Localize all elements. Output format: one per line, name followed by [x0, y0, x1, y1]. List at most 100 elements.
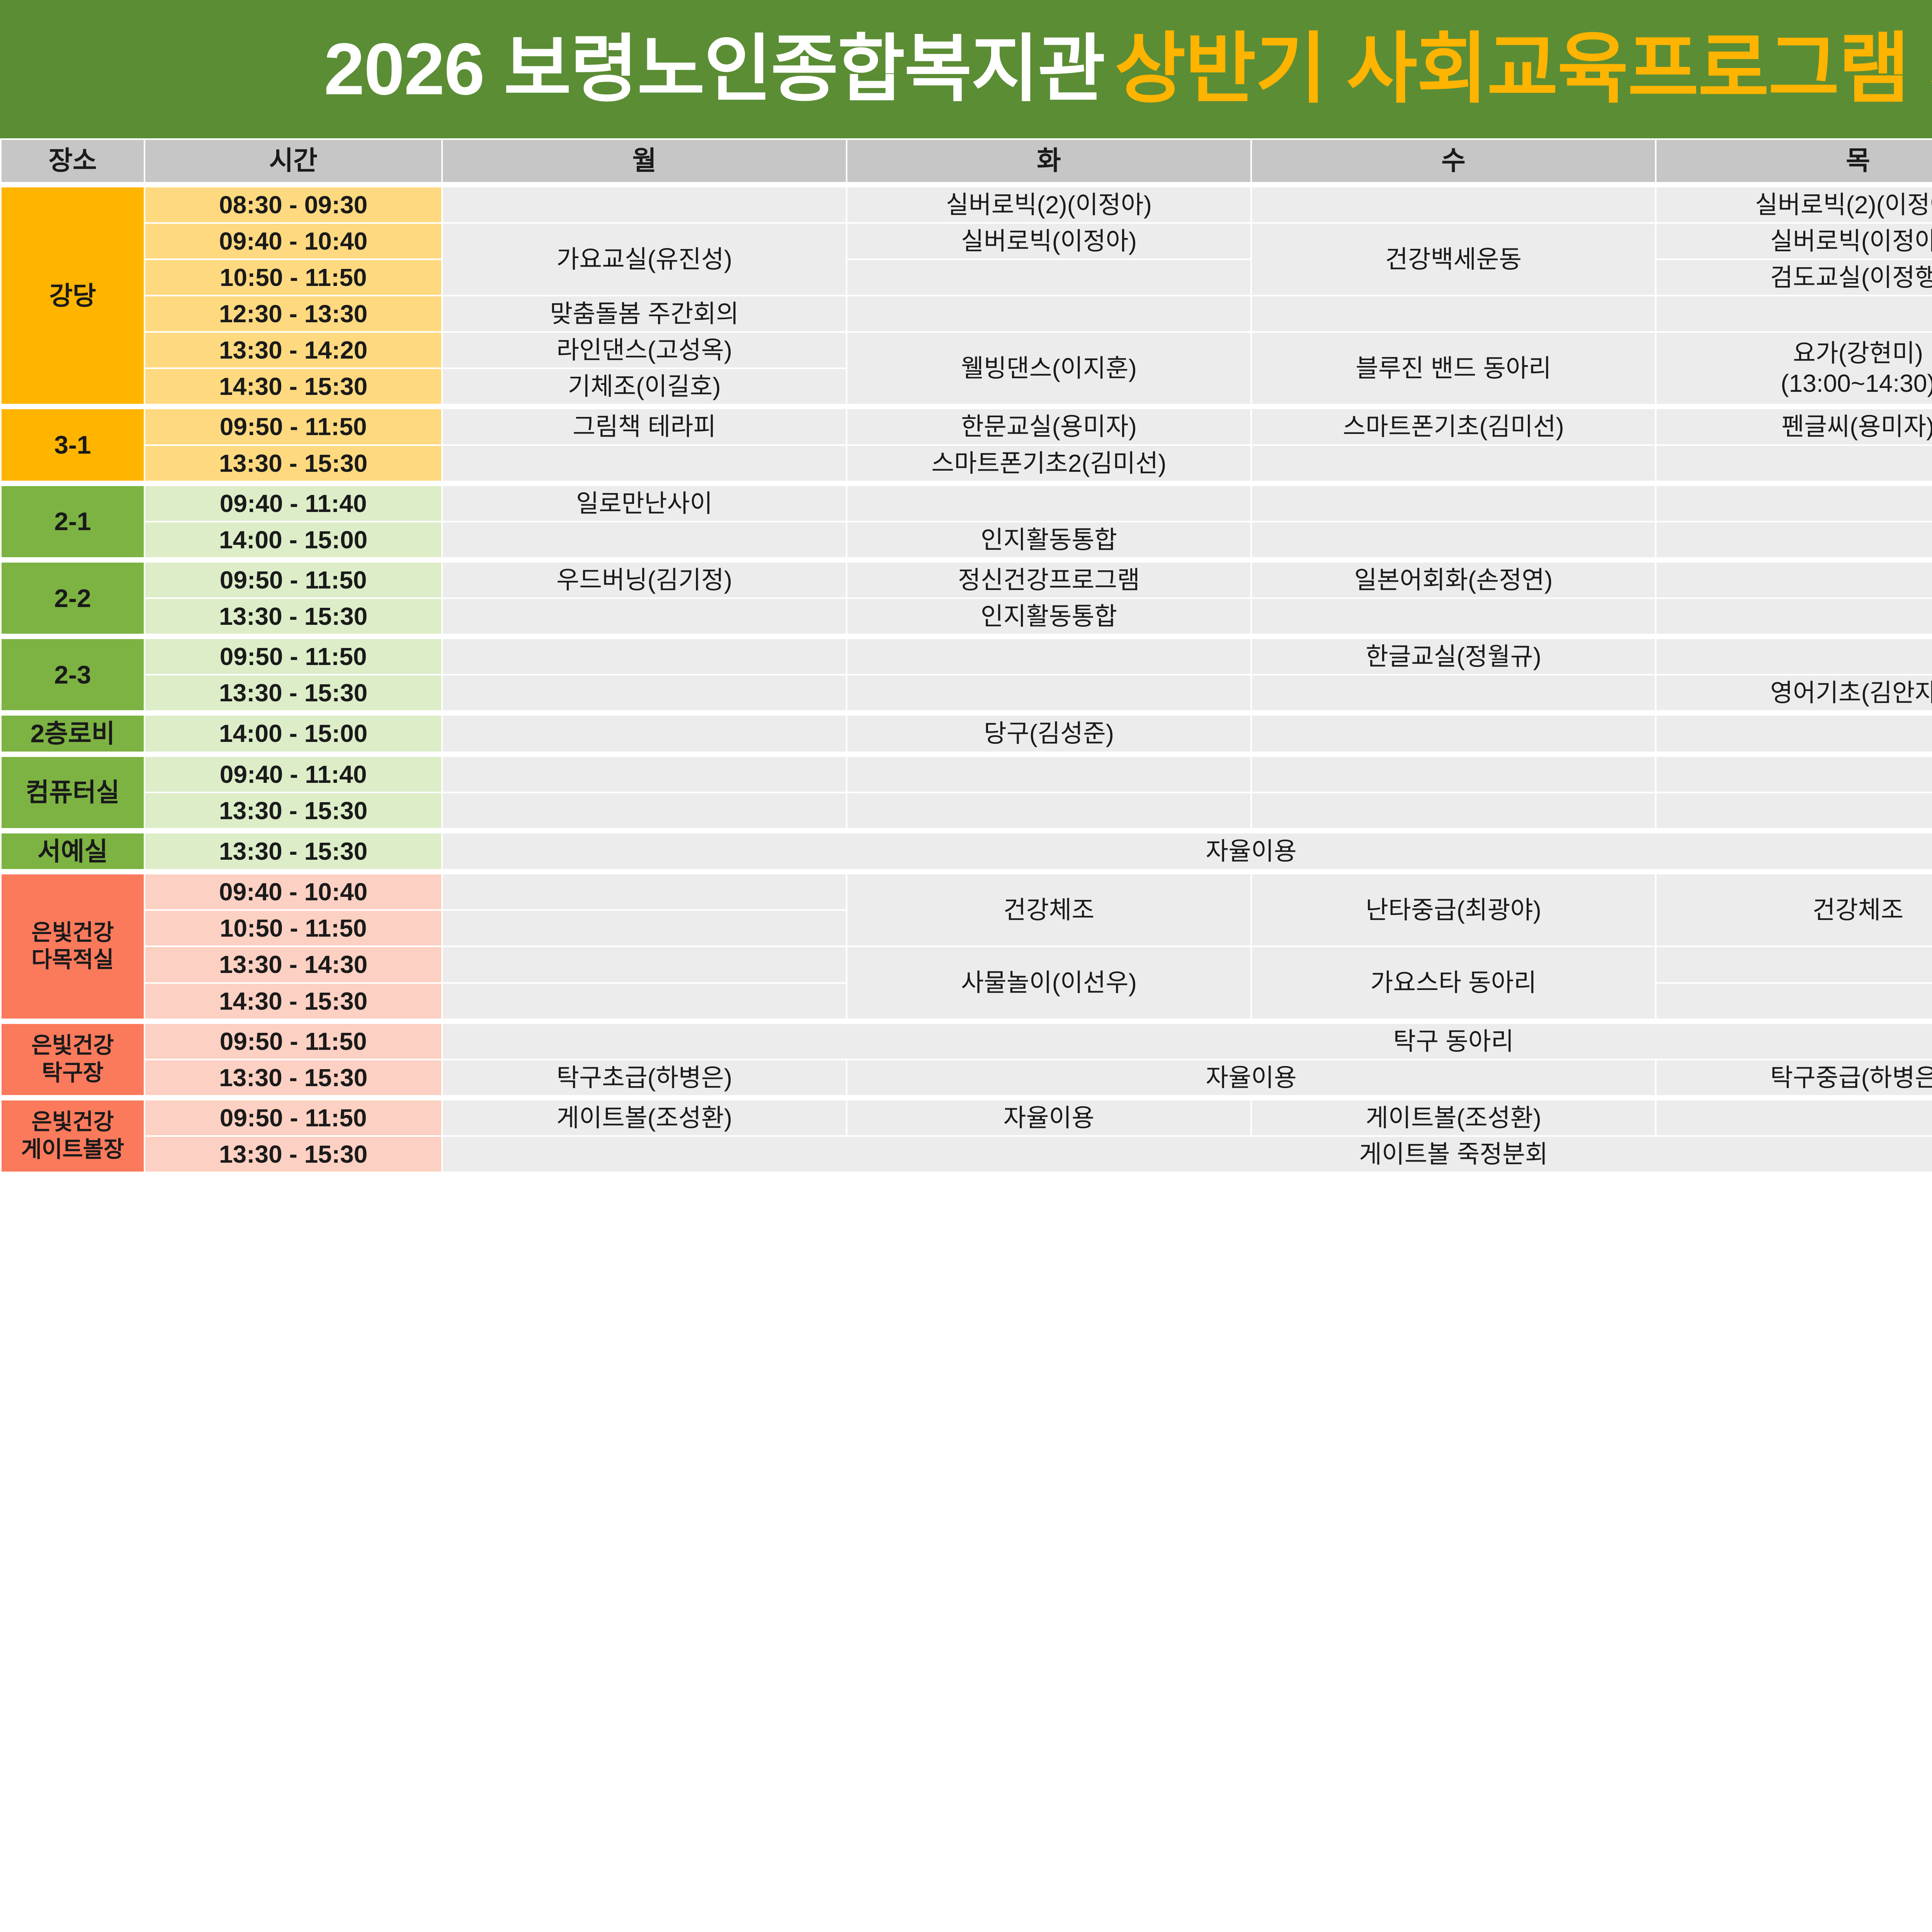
- program-cell: 자율이용: [846, 1058, 1656, 1099]
- table-row: 은빛건강 탁구장 09:50 - 11:50 탁구 동아리: [0, 1018, 1932, 1099]
- program-cell: [441, 869, 847, 911]
- program-cell: 일본어회화(손정연): [1250, 557, 1656, 599]
- place-label: 강당: [0, 182, 145, 408]
- program-cell: [846, 633, 1252, 676]
- program-cell: 영어기초(김안자): [1655, 674, 1932, 714]
- program-cell: [846, 751, 1252, 793]
- program-cell: [1250, 295, 1656, 333]
- program-cell: 인지활동통합: [846, 520, 1252, 561]
- program-cell: 라인댄스(고성옥): [441, 331, 847, 369]
- table-row: 13:30 - 15:30 스마트폰기초2(김미선): [1, 444, 1932, 484]
- program-cell: [1250, 710, 1656, 755]
- table-row: 13:30 - 15:30 인지활동통합: [1, 597, 1932, 637]
- time-slot: 13:30 - 14:20: [144, 331, 443, 369]
- time-slot: 13:30 - 15:30: [144, 1058, 443, 1099]
- time-slot: 13:30 - 15:30: [144, 674, 443, 714]
- program-cell: [441, 674, 847, 714]
- table-row: 13:30 - 14:20 라인댄스(고성옥) 웰빙댄스(이지훈) 블루진 밴드 동아…: [1, 331, 1932, 408]
- program-cell: 게이트볼(조성환): [1250, 1095, 1656, 1137]
- program-cell: 검도교실(이정행): [1655, 259, 1932, 297]
- program-cell: [846, 480, 1252, 522]
- program-cell: 웰빙댄스(이지훈): [846, 331, 1252, 408]
- program-cell: [1250, 480, 1656, 522]
- program-cell: 한문교실(용미자): [846, 404, 1252, 446]
- time-slot: 09:50 - 11:50: [144, 404, 443, 446]
- program-cell: 건강체조: [1655, 869, 1932, 947]
- program-cell: 실버로빅(이정아): [1655, 222, 1932, 260]
- col-header-tue: 화: [846, 138, 1252, 185]
- program-cell: 우드버닝(김기정): [441, 557, 847, 599]
- program-cell: 자율이용: [1655, 1095, 1932, 1137]
- col-header-mon: 월: [441, 138, 847, 185]
- program-cell: 게이트볼(조성환): [441, 1095, 847, 1137]
- time-slot: 09:40 - 10:40: [144, 869, 443, 911]
- program-cell: 가요스타 동아리: [1250, 946, 1656, 1022]
- col-header-wed: 수: [1250, 138, 1656, 185]
- place-label: 2층로비: [0, 710, 145, 755]
- program-cell: [1250, 597, 1656, 637]
- time-slot: 14:30 - 15:30: [144, 367, 443, 408]
- program-cell: [1250, 444, 1656, 484]
- table-row: 14:30 - 15:30: [1, 982, 1932, 1022]
- program-cell: [441, 520, 847, 561]
- program-cell: 인지활동통합: [846, 597, 1252, 637]
- time-slot: 09:50 - 11:50: [144, 633, 443, 676]
- table-row: 10:50 - 11:50 검도교실(이정행): [1, 259, 1932, 297]
- program-cell: 당구(김성준): [846, 710, 1252, 755]
- time-slot: 08:30 - 09:30: [144, 182, 443, 224]
- program-cell: 스마트폰기초(김미선): [1250, 404, 1656, 446]
- program-cell: [441, 982, 847, 1022]
- program-cell: 실버로빅(2)(이정아): [846, 182, 1252, 224]
- program-cell: 실버로빅(이정아): [846, 222, 1252, 260]
- program-cell: 그림책 테라피: [441, 404, 847, 446]
- program-cell: [1250, 791, 1656, 832]
- program-cell: 게이트볼 죽정분회: [441, 1135, 1932, 1173]
- place-label: 3-1: [0, 404, 145, 484]
- table-row: 2-109:40 - 11:40일로만난사이일로만난사이: [0, 480, 1932, 561]
- time-slot: 09:50 - 11:50: [144, 557, 443, 599]
- table-row: 14:30 - 15:30 기체조(이길호): [1, 367, 1932, 408]
- time-slot: 14:00 - 15:00: [144, 520, 443, 561]
- place-label: 은빛건강 다목적실: [0, 869, 145, 1022]
- program-cell: [1250, 182, 1656, 224]
- program-cell: 실버로빅(2)(이정아): [1655, 182, 1932, 224]
- program-cell: 정신건강프로그램: [846, 557, 1252, 599]
- table-head: 장소 시간 월 화 수 목 금: [0, 138, 1932, 185]
- col-header-thu: 목: [1655, 138, 1932, 185]
- table-row: 14:00 - 15:00 인지활동통합: [1, 520, 1932, 561]
- table-row: 12:30 - 13:30 맞춤돌봄 주간회의: [1, 295, 1932, 333]
- table-row: 3-1 09:50 - 11:50 그림책 테라피 한문교실(용미자) 스마트폰기초(김…: [0, 404, 1932, 484]
- program-cell: 기체조(이길호): [441, 367, 847, 408]
- program-cell: [1655, 480, 1932, 522]
- table-row: 09:40 - 10:40 가요교실(유진성) 실버로빅(이정아) 건강백세운동 실버로…: [1, 222, 1932, 297]
- program-cell: 난타중급(최광야): [1250, 869, 1656, 947]
- time-slot: 09:40 - 11:40: [144, 751, 443, 793]
- program-cell: [1655, 444, 1932, 484]
- table-row: 컴퓨터실 09:40 - 11:40: [0, 751, 1932, 832]
- table-row: 2층로비 14:00 - 15:00 당구(김성준): [0, 710, 1932, 755]
- program-cell: 일로만난사이: [441, 480, 847, 522]
- time-slot: 09:40 - 11:40: [144, 480, 443, 522]
- program-cell: [1655, 295, 1932, 333]
- table-row: 2-2 09:50 - 11:50 우드버닝(김기정) 정신건강프로그램 일본어회화(손…: [0, 557, 1932, 637]
- col-header-time: 시간: [144, 138, 443, 185]
- program-cell: [1655, 946, 1932, 984]
- time-slot: 13:30 - 15:30: [144, 597, 443, 637]
- program-cell: [846, 295, 1252, 333]
- program-cell: [441, 182, 847, 224]
- program-cell: [1250, 674, 1656, 714]
- place-label: 은빛건강 탁구장: [0, 1018, 145, 1099]
- program-cell: [441, 633, 847, 676]
- program-cell: 한글교실(정월규): [1250, 633, 1656, 676]
- program-cell: [441, 597, 847, 637]
- place-label: 2-2: [0, 557, 145, 637]
- page-title-secondary: 상반기 사회교육프로그램 시간표: [1114, 26, 1932, 112]
